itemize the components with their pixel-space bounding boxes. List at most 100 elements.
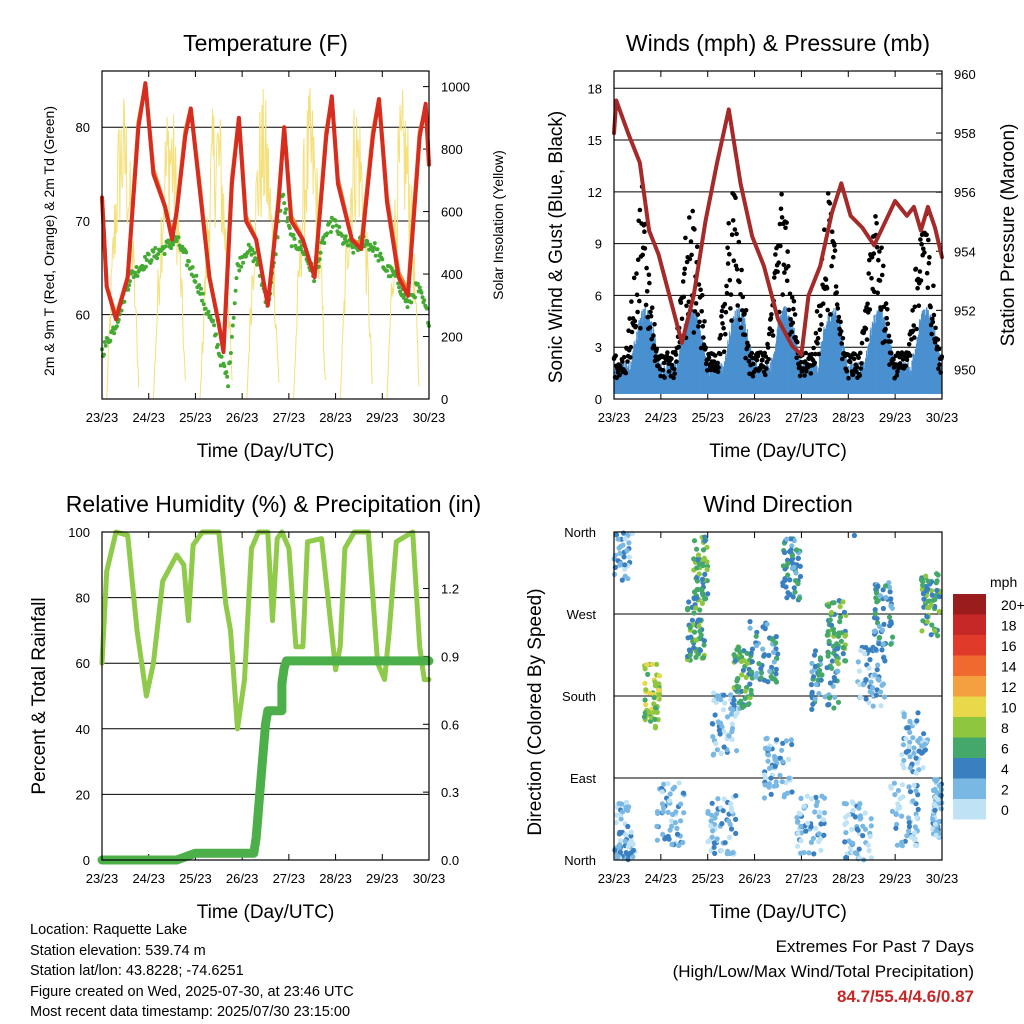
direction-point <box>711 844 717 850</box>
direction-point <box>787 577 793 583</box>
legend-swatch <box>953 696 986 717</box>
direction-point <box>784 536 790 542</box>
dewpoint-point <box>122 299 127 304</box>
dewpoint-point <box>232 301 237 306</box>
gust-point <box>763 372 768 378</box>
direction-point <box>862 651 868 657</box>
gust-point <box>885 307 890 312</box>
dewpoint-point <box>185 263 189 268</box>
dewpoint-point <box>287 226 292 230</box>
y-right-tick-label: 958 <box>954 126 976 141</box>
direction-point <box>819 793 825 799</box>
gust-point <box>642 229 647 234</box>
direction-point <box>719 821 725 827</box>
direction-point <box>843 830 849 836</box>
direction-point <box>617 838 624 844</box>
direction-point <box>735 676 741 682</box>
x-axis-label: Time (Day/UTC) <box>197 902 335 923</box>
y-tick-label: 18 <box>588 81 602 96</box>
direction-point <box>907 754 913 760</box>
dewpoint-point <box>143 254 147 259</box>
dewpoint-point <box>237 268 242 273</box>
direction-point <box>655 810 661 817</box>
gust-point <box>681 294 686 300</box>
dewpoint-point <box>289 244 294 249</box>
direction-point <box>744 650 750 656</box>
dewpoint-point <box>103 343 108 348</box>
direction-point <box>718 847 725 854</box>
direction-point <box>674 825 680 832</box>
direction-point <box>642 710 648 716</box>
dewpoint-point <box>254 257 259 262</box>
direction-point <box>701 555 708 561</box>
gust-point <box>891 357 896 362</box>
direction-point <box>805 820 811 826</box>
dewpoint-point <box>151 249 156 254</box>
gust-point <box>877 249 882 254</box>
direction-point <box>612 847 618 853</box>
y-right-tick-label: 1.2 <box>441 582 459 597</box>
x-tick-label: 28/23 <box>832 410 865 425</box>
x-tick-label: 30/23 <box>926 410 959 425</box>
direction-point <box>749 659 755 665</box>
dewpoint-point <box>333 218 338 223</box>
direction-point <box>729 736 735 742</box>
direction-point <box>809 669 815 675</box>
direction-point <box>726 834 733 841</box>
x-tick-label: 24/23 <box>645 410 678 425</box>
direction-point <box>892 792 898 798</box>
direction-point <box>914 718 920 724</box>
direction-point <box>931 801 937 807</box>
direction-point <box>695 552 702 558</box>
gust-point <box>882 339 888 344</box>
direction-point <box>731 652 737 658</box>
y-axis-label: Sonic Wind & Gust (Blue, Black) <box>546 111 567 383</box>
direction-point <box>793 547 800 553</box>
chart-title: Relative Humidity (%) & Precipitation (i… <box>66 491 481 517</box>
direction-point <box>714 747 721 753</box>
gust-point <box>684 259 690 265</box>
direction-point <box>747 681 753 687</box>
gust-point <box>776 260 781 266</box>
dewpoint-point <box>208 314 213 319</box>
direction-point <box>773 671 779 677</box>
direction-point <box>808 682 815 688</box>
gust-point <box>815 341 820 346</box>
direction-point <box>913 770 919 776</box>
direction-point <box>697 607 703 613</box>
gust-point <box>832 248 838 253</box>
direction-point <box>817 836 824 842</box>
dewpoint-point <box>197 283 202 288</box>
direction-point <box>819 672 825 678</box>
gust-point <box>912 335 917 340</box>
direction-point <box>661 805 667 811</box>
direction-point <box>700 592 706 598</box>
direction-point <box>618 816 624 822</box>
direction-point <box>853 850 859 856</box>
x-tick-label: 28/23 <box>319 410 352 425</box>
legend-swatch <box>953 635 986 656</box>
gust-point <box>724 283 729 289</box>
direction-point <box>857 801 863 807</box>
dewpoint-point <box>325 231 330 236</box>
direction-point <box>762 782 768 788</box>
dewpoint-point <box>186 259 191 264</box>
direction-point <box>863 677 869 683</box>
gust-point <box>777 221 783 227</box>
direction-point <box>617 842 623 848</box>
direction-point <box>831 705 837 711</box>
direction-point <box>681 810 687 816</box>
direction-point <box>789 553 796 559</box>
gust-point <box>638 325 643 331</box>
direction-point <box>780 563 787 569</box>
direction-point <box>907 729 913 736</box>
direction-point <box>797 811 803 817</box>
dewpoint-point <box>153 246 158 250</box>
gust-point <box>700 293 705 298</box>
dewpoint-point <box>200 291 205 296</box>
dewpoint-point <box>328 230 333 234</box>
direction-point <box>928 632 934 638</box>
direction-point <box>641 714 648 720</box>
gust-point <box>850 372 856 378</box>
direction-point <box>762 772 768 778</box>
